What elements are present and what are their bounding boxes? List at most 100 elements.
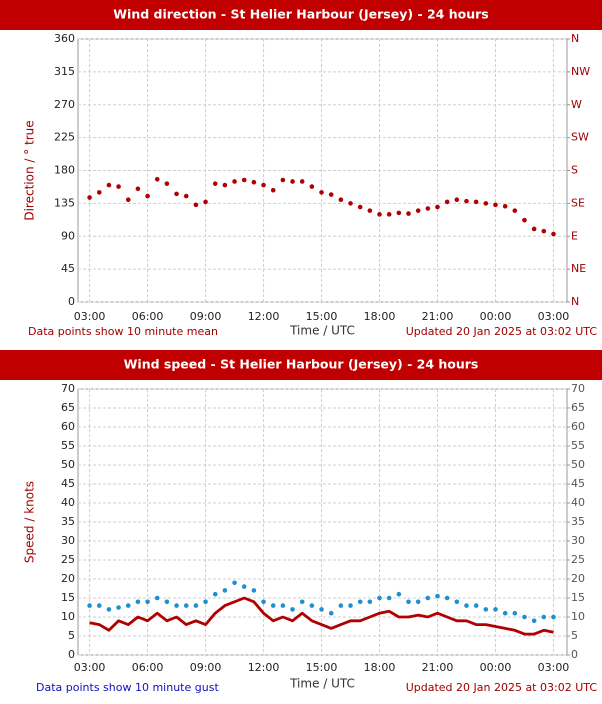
- data-point: [145, 599, 150, 605]
- updated-note: Updated 20 Jan 2025 at 03:02 UTC: [406, 681, 598, 694]
- data-point: [212, 591, 218, 597]
- data-point: [522, 614, 527, 620]
- data-point: [319, 190, 324, 195]
- data-point: [522, 217, 527, 223]
- data-point: [338, 603, 344, 608]
- y2-tick-label: 45: [571, 477, 585, 490]
- x-axis-label: Time / UTC: [289, 324, 355, 338]
- data-point: [241, 177, 247, 183]
- y2-tick-label: S: [571, 164, 578, 177]
- data-point: [502, 203, 508, 209]
- y-tick-label: 45: [61, 477, 75, 490]
- data-point: [251, 179, 257, 185]
- data-point: [483, 607, 489, 612]
- data-point: [135, 186, 141, 192]
- data-point: [512, 208, 518, 213]
- data-point: [328, 610, 334, 616]
- header-bar: [0, 0, 602, 30]
- y-tick-label: 15: [61, 591, 75, 604]
- data-line: [89, 596, 554, 636]
- x-tick-label: 15:00: [306, 661, 338, 674]
- y2-tick-label: N: [571, 32, 579, 45]
- chart: Wind speed - St Helier Harbour (Jersey) …: [0, 350, 602, 694]
- y-axis-label: Direction / ° true: [23, 120, 37, 220]
- data-point: [473, 603, 479, 608]
- data-point: [541, 228, 547, 234]
- data-point: [338, 197, 344, 203]
- x-tick-label: 12:00: [248, 661, 280, 674]
- data-point: [193, 202, 199, 208]
- y2-tick-label: 60: [571, 420, 585, 433]
- y-tick-label: 50: [61, 458, 75, 471]
- y2-tick-label: SW: [571, 131, 589, 144]
- y-tick-label: 225: [54, 131, 75, 144]
- y-tick-label: 70: [61, 382, 75, 395]
- data-point: [377, 212, 382, 217]
- y2-tick-label: N: [571, 295, 579, 308]
- data-point: [464, 603, 469, 608]
- data-point: [435, 204, 440, 210]
- data-point: [357, 599, 363, 605]
- y-tick-label: 135: [54, 196, 75, 209]
- y2-tick-label: 70: [571, 382, 585, 395]
- y-tick-label: 25: [61, 553, 75, 566]
- updated-note: Updated 20 Jan 2025 at 03:02 UTC: [406, 325, 598, 338]
- y-tick-label: 20: [61, 572, 75, 585]
- data-point: [512, 610, 518, 616]
- data-point: [270, 187, 276, 193]
- x-axis-label: Time / UTC: [289, 677, 355, 691]
- data-point: [183, 193, 189, 199]
- data-point: [174, 603, 179, 608]
- data-point: [106, 607, 112, 612]
- y2-tick-label: E: [571, 229, 578, 242]
- chart-title: Wind direction - St Helier Harbour (Jers…: [113, 7, 488, 22]
- y2-tick-label: 65: [571, 401, 585, 414]
- data-point: [483, 201, 489, 206]
- data-point: [125, 197, 131, 203]
- y2-tick-label: W: [571, 98, 582, 111]
- data-point: [309, 184, 315, 189]
- data-point: [425, 206, 431, 211]
- y2-tick-label: 35: [571, 515, 585, 528]
- note: Data points show 10 minute mean: [28, 325, 218, 338]
- y2-tick-label: 20: [571, 572, 585, 585]
- data-point: [87, 603, 92, 608]
- data-point: [464, 198, 469, 204]
- y-tick-label: 55: [61, 439, 75, 452]
- data-point: [415, 208, 421, 213]
- data-point: [183, 603, 189, 608]
- data-point: [135, 599, 141, 605]
- data-point: [116, 605, 121, 610]
- data-point: [454, 599, 460, 605]
- data-point: [87, 195, 92, 200]
- data-point: [328, 192, 334, 197]
- data-point: [406, 211, 411, 216]
- y-tick-label: 180: [54, 164, 75, 177]
- y2-tick-label: SE: [571, 196, 585, 209]
- y2-tick-label: NE: [571, 262, 586, 275]
- y-tick-label: 0: [68, 295, 75, 308]
- data-point: [551, 231, 556, 237]
- x-tick-label: 03:00: [538, 310, 570, 323]
- y2-tick-label: 10: [571, 610, 585, 623]
- data-point: [241, 584, 247, 589]
- x-tick-label: 03:00: [74, 310, 106, 323]
- data-point: [116, 184, 121, 189]
- data-point: [232, 580, 237, 586]
- data-point: [531, 618, 537, 624]
- data-point: [396, 210, 402, 216]
- y2-tick-label: 5: [571, 629, 578, 642]
- data-point: [232, 179, 237, 184]
- chart: Wind direction - St Helier Harbour (Jers…: [0, 0, 602, 338]
- data-point: [174, 191, 179, 197]
- data-point: [348, 603, 353, 608]
- data-point: [502, 610, 508, 616]
- y-tick-label: 60: [61, 420, 75, 433]
- data-point: [280, 603, 286, 608]
- x-tick-label: 12:00: [248, 310, 280, 323]
- y-tick-label: 315: [54, 65, 75, 78]
- y-tick-label: 270: [54, 98, 75, 111]
- data-point: [251, 588, 257, 593]
- data-point: [357, 204, 363, 210]
- note: Data points show 10 minute gust: [36, 681, 219, 694]
